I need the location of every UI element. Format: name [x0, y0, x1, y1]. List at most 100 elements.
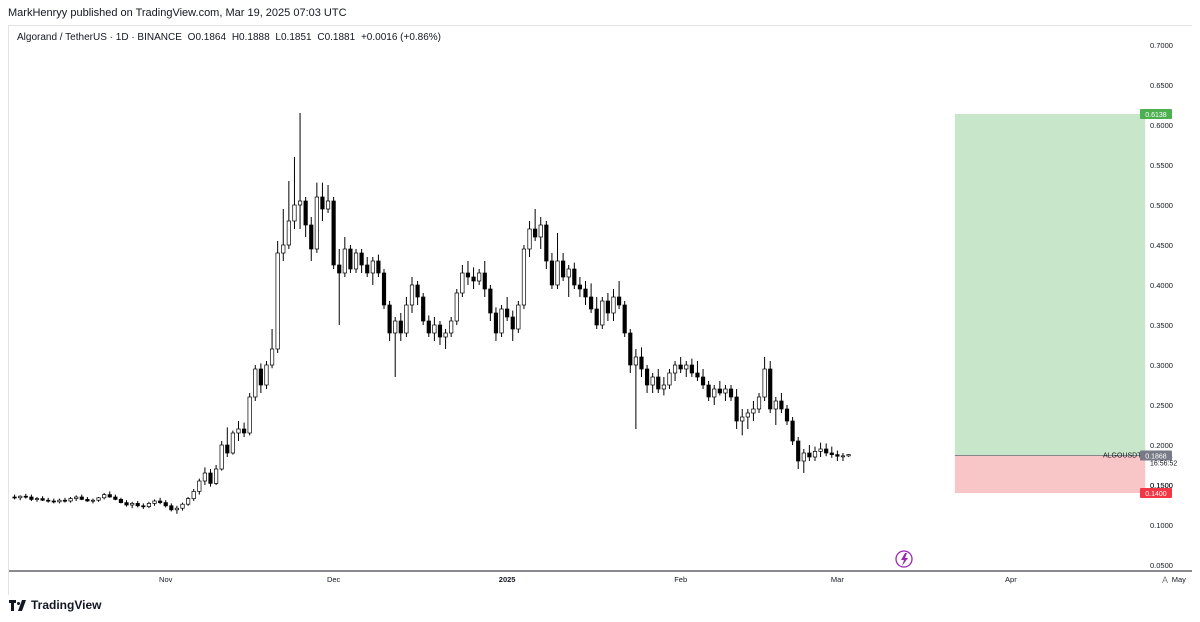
candle-body — [555, 260, 560, 286]
symbol-info-line[interactable]: Algorand / TetherUS · 1D · BINANCE O0.18… — [17, 32, 444, 43]
price-change: +0.0016 (+0.86%) — [360, 32, 442, 43]
candle-body — [107, 494, 112, 498]
stop-zone[interactable] — [954, 455, 1146, 493]
candle-body — [124, 502, 129, 506]
candle-body — [303, 200, 308, 226]
candle-body — [68, 498, 73, 502]
candle-body — [561, 260, 566, 278]
candle-body — [180, 503, 185, 509]
entry-price-badge — [1140, 450, 1172, 461]
candle-body — [325, 200, 331, 210]
chart-frame — [8, 25, 1192, 595]
candle-body — [796, 440, 801, 462]
candle-body — [404, 304, 409, 334]
candle-body — [365, 264, 370, 274]
candle-body — [667, 372, 672, 386]
ohlc-open: O0.1864 — [187, 32, 227, 43]
candle-body — [790, 420, 795, 442]
x-tick-label: Nov — [159, 575, 173, 584]
candle-body — [135, 503, 140, 507]
candle-body — [465, 272, 471, 278]
candle-body — [191, 491, 196, 499]
candle-body — [818, 448, 823, 452]
symbol-name[interactable]: Algorand / TetherUS · 1D · BINANCE — [17, 32, 182, 43]
candle-body — [62, 499, 68, 502]
lightning-bolt-icon — [901, 553, 908, 566]
publisher-line: MarkHenryy published on TradingView.com,… — [8, 7, 347, 19]
candle-body — [622, 304, 627, 334]
y-tick-label: 0.3000 — [1150, 361, 1173, 370]
entry-price-label: 0.1868 — [1145, 454, 1167, 461]
candle-body — [102, 494, 107, 499]
candle-body — [449, 320, 454, 334]
tradingview-logo[interactable]: TradingView — [9, 598, 101, 612]
candle-body — [516, 304, 521, 330]
candle-body — [812, 451, 818, 458]
ohlc-high: H0.1888 — [231, 32, 270, 43]
candle-body — [583, 288, 588, 298]
candle-body — [432, 324, 437, 334]
candle-body — [639, 356, 644, 370]
candle-body — [46, 499, 51, 502]
candle-body — [801, 452, 806, 462]
candle-body — [477, 272, 482, 282]
candle-body — [678, 364, 683, 370]
candle-body — [505, 308, 510, 318]
candle-body — [488, 288, 493, 314]
candle-body — [824, 448, 829, 454]
candle-body — [130, 503, 135, 506]
y-tick-label: 0.1000 — [1150, 521, 1173, 530]
candle-body — [286, 220, 291, 246]
candle-body — [846, 454, 851, 457]
candle-body — [23, 495, 28, 498]
candle-body — [163, 502, 168, 507]
candle-body — [426, 320, 431, 334]
auto-scale-button[interactable]: A — [1162, 575, 1169, 585]
candle-body — [353, 252, 359, 270]
candle-body — [740, 416, 745, 422]
y-tick-label: 0.5500 — [1150, 161, 1173, 170]
candle-body — [18, 495, 23, 499]
candle-body — [807, 452, 812, 458]
candle-body — [381, 272, 387, 306]
candle-body — [689, 364, 694, 374]
candle-body — [650, 376, 655, 386]
candle-body — [337, 264, 342, 274]
symbol-tag-label: ALGOUSDT — [1103, 453, 1142, 460]
candle-body — [628, 332, 633, 366]
candle-body — [661, 384, 666, 390]
candle-body — [538, 224, 543, 238]
bar-countdown-label: 16:56:52 — [1150, 461, 1177, 468]
candle-body — [34, 498, 40, 500]
candle-body — [297, 200, 303, 206]
candle-body — [309, 224, 314, 250]
candle-body — [421, 296, 426, 322]
candle-body — [756, 396, 762, 410]
candle-body — [281, 244, 286, 254]
x-tick-label: Feb — [674, 575, 687, 584]
candle-body — [359, 252, 364, 266]
candle-body — [247, 396, 252, 434]
candle-body — [835, 454, 840, 457]
candle-body — [566, 268, 571, 278]
candle-body — [544, 224, 549, 262]
candle-body — [275, 252, 280, 350]
candle-body — [186, 498, 191, 505]
target-zone[interactable] — [954, 113, 1146, 456]
candle-body — [521, 248, 527, 306]
x-tick-label: Apr — [1005, 575, 1017, 584]
candle-body — [197, 480, 202, 492]
candle-body — [684, 364, 689, 370]
candle-body — [236, 428, 241, 434]
candle-body — [723, 388, 728, 394]
stop-price-label: 0.1400 — [1145, 491, 1167, 498]
target-price-badge — [1140, 108, 1172, 119]
candle-body — [264, 364, 269, 386]
x-tick-label: May — [1172, 575, 1186, 584]
candle-body — [784, 408, 790, 422]
candle-body — [728, 388, 734, 398]
candle-body — [113, 496, 118, 500]
candle-body — [549, 260, 555, 286]
candle-body — [594, 308, 599, 326]
